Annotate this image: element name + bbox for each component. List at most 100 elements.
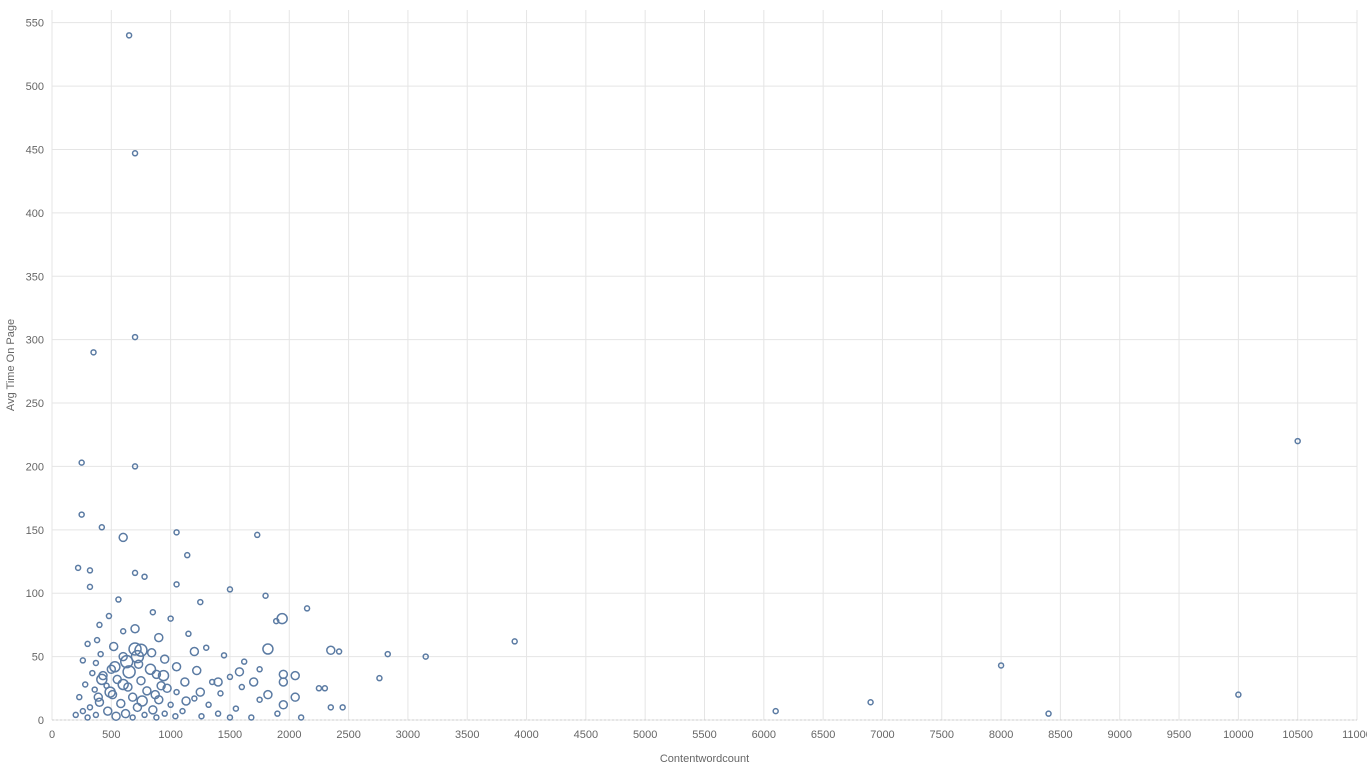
x-tick-label: 5500: [692, 729, 716, 741]
x-tick-label: 10500: [1282, 729, 1313, 741]
x-tick-label: 8500: [1048, 729, 1072, 741]
scatter-marker: [222, 653, 227, 658]
scatter-marker: [133, 151, 138, 156]
scatter-marker: [137, 696, 147, 706]
scatter-marker: [149, 706, 157, 714]
scatter-marker: [250, 678, 258, 686]
scatter-marker: [118, 680, 128, 690]
scatter-marker: [181, 678, 189, 686]
scatter-marker: [216, 711, 221, 716]
scatter-marker: [299, 715, 304, 720]
y-axis-label: Avg Time On Page: [5, 319, 17, 411]
scatter-marker: [145, 664, 155, 674]
scatter-marker: [122, 710, 130, 718]
scatter-marker: [154, 715, 159, 720]
scatter-marker: [121, 629, 126, 634]
scatter-marker: [1046, 711, 1051, 716]
scatter-chart: 0500100015002000250030003500400045005000…: [0, 0, 1367, 776]
x-tick-label: 3000: [396, 729, 420, 741]
scatter-marker: [142, 712, 147, 717]
scatter-marker: [233, 706, 238, 711]
scatter-marker: [162, 711, 167, 716]
scatter-marker: [182, 697, 190, 705]
scatter-marker: [113, 675, 121, 683]
x-tick-label: 1500: [218, 729, 242, 741]
scatter-marker: [199, 714, 204, 719]
scatter-marker: [174, 582, 179, 587]
scatter-marker: [173, 714, 178, 719]
scatter-marker: [148, 649, 156, 657]
scatter-marker: [196, 688, 204, 696]
x-tick-label: 8000: [989, 729, 1013, 741]
scatter-marker: [92, 687, 97, 692]
scatter-marker: [133, 570, 138, 575]
scatter-marker: [180, 709, 185, 714]
scatter-marker: [377, 676, 382, 681]
scatter-marker: [868, 700, 873, 705]
y-tick-label: 200: [26, 461, 44, 473]
scatter-marker: [291, 672, 299, 680]
scatter-marker: [218, 691, 223, 696]
x-tick-label: 10000: [1223, 729, 1254, 741]
x-tick-label: 1000: [158, 729, 182, 741]
scatter-marker: [83, 682, 88, 687]
scatter-marker: [116, 597, 121, 602]
x-tick-label: 4000: [514, 729, 538, 741]
x-tick-label: 9500: [1167, 729, 1191, 741]
scatter-marker: [87, 705, 92, 710]
scatter-marker: [512, 639, 517, 644]
scatter-marker: [174, 690, 179, 695]
scatter-marker: [322, 686, 327, 691]
y-tick-label: 450: [26, 144, 44, 156]
scatter-marker: [174, 530, 179, 535]
scatter-marker: [385, 652, 390, 657]
scatter-marker: [142, 574, 147, 579]
scatter-marker: [129, 693, 137, 701]
scatter-marker: [193, 667, 201, 675]
scatter-marker: [155, 634, 163, 642]
scatter-marker: [235, 668, 243, 676]
chart-svg: 0500100015002000250030003500400045005000…: [0, 0, 1367, 776]
x-tick-label: 11000: [1342, 729, 1367, 741]
scatter-marker: [73, 712, 78, 717]
y-tick-label: 300: [26, 335, 44, 347]
y-tick-label: 400: [26, 208, 44, 220]
y-tick-label: 350: [26, 271, 44, 283]
scatter-marker: [279, 701, 287, 709]
scatter-marker: [130, 715, 135, 720]
x-tick-label: 3500: [455, 729, 479, 741]
scatter-marker: [98, 652, 103, 657]
scatter-marker: [279, 678, 287, 686]
scatter-marker: [131, 625, 139, 633]
scatter-marker: [85, 715, 90, 720]
scatter-marker: [143, 687, 151, 695]
scatter-marker: [249, 715, 254, 720]
scatter-marker: [206, 702, 211, 707]
scatter-marker: [93, 712, 98, 717]
scatter-marker: [773, 709, 778, 714]
scatter-marker: [186, 631, 191, 636]
y-tick-label: 550: [26, 18, 44, 30]
x-tick-label: 6000: [752, 729, 776, 741]
scatter-marker: [257, 697, 262, 702]
y-tick-label: 100: [26, 588, 44, 600]
x-tick-label: 0: [49, 729, 55, 741]
x-tick-label: 2000: [277, 729, 301, 741]
scatter-marker: [93, 660, 98, 665]
scatter-marker: [90, 671, 95, 676]
x-tick-label: 6500: [811, 729, 835, 741]
scatter-marker: [77, 695, 82, 700]
scatter-marker: [117, 700, 125, 708]
scatter-marker: [137, 677, 145, 685]
scatter-marker: [104, 707, 112, 715]
y-tick-label: 0: [38, 715, 44, 727]
scatter-marker: [279, 670, 287, 678]
scatter-marker: [112, 712, 120, 720]
scatter-marker: [99, 525, 104, 530]
scatter-marker: [263, 644, 273, 654]
scatter-marker: [95, 638, 100, 643]
scatter-marker: [106, 614, 111, 619]
scatter-marker: [87, 584, 92, 589]
scatter-marker: [340, 705, 345, 710]
scatter-marker: [192, 696, 197, 701]
